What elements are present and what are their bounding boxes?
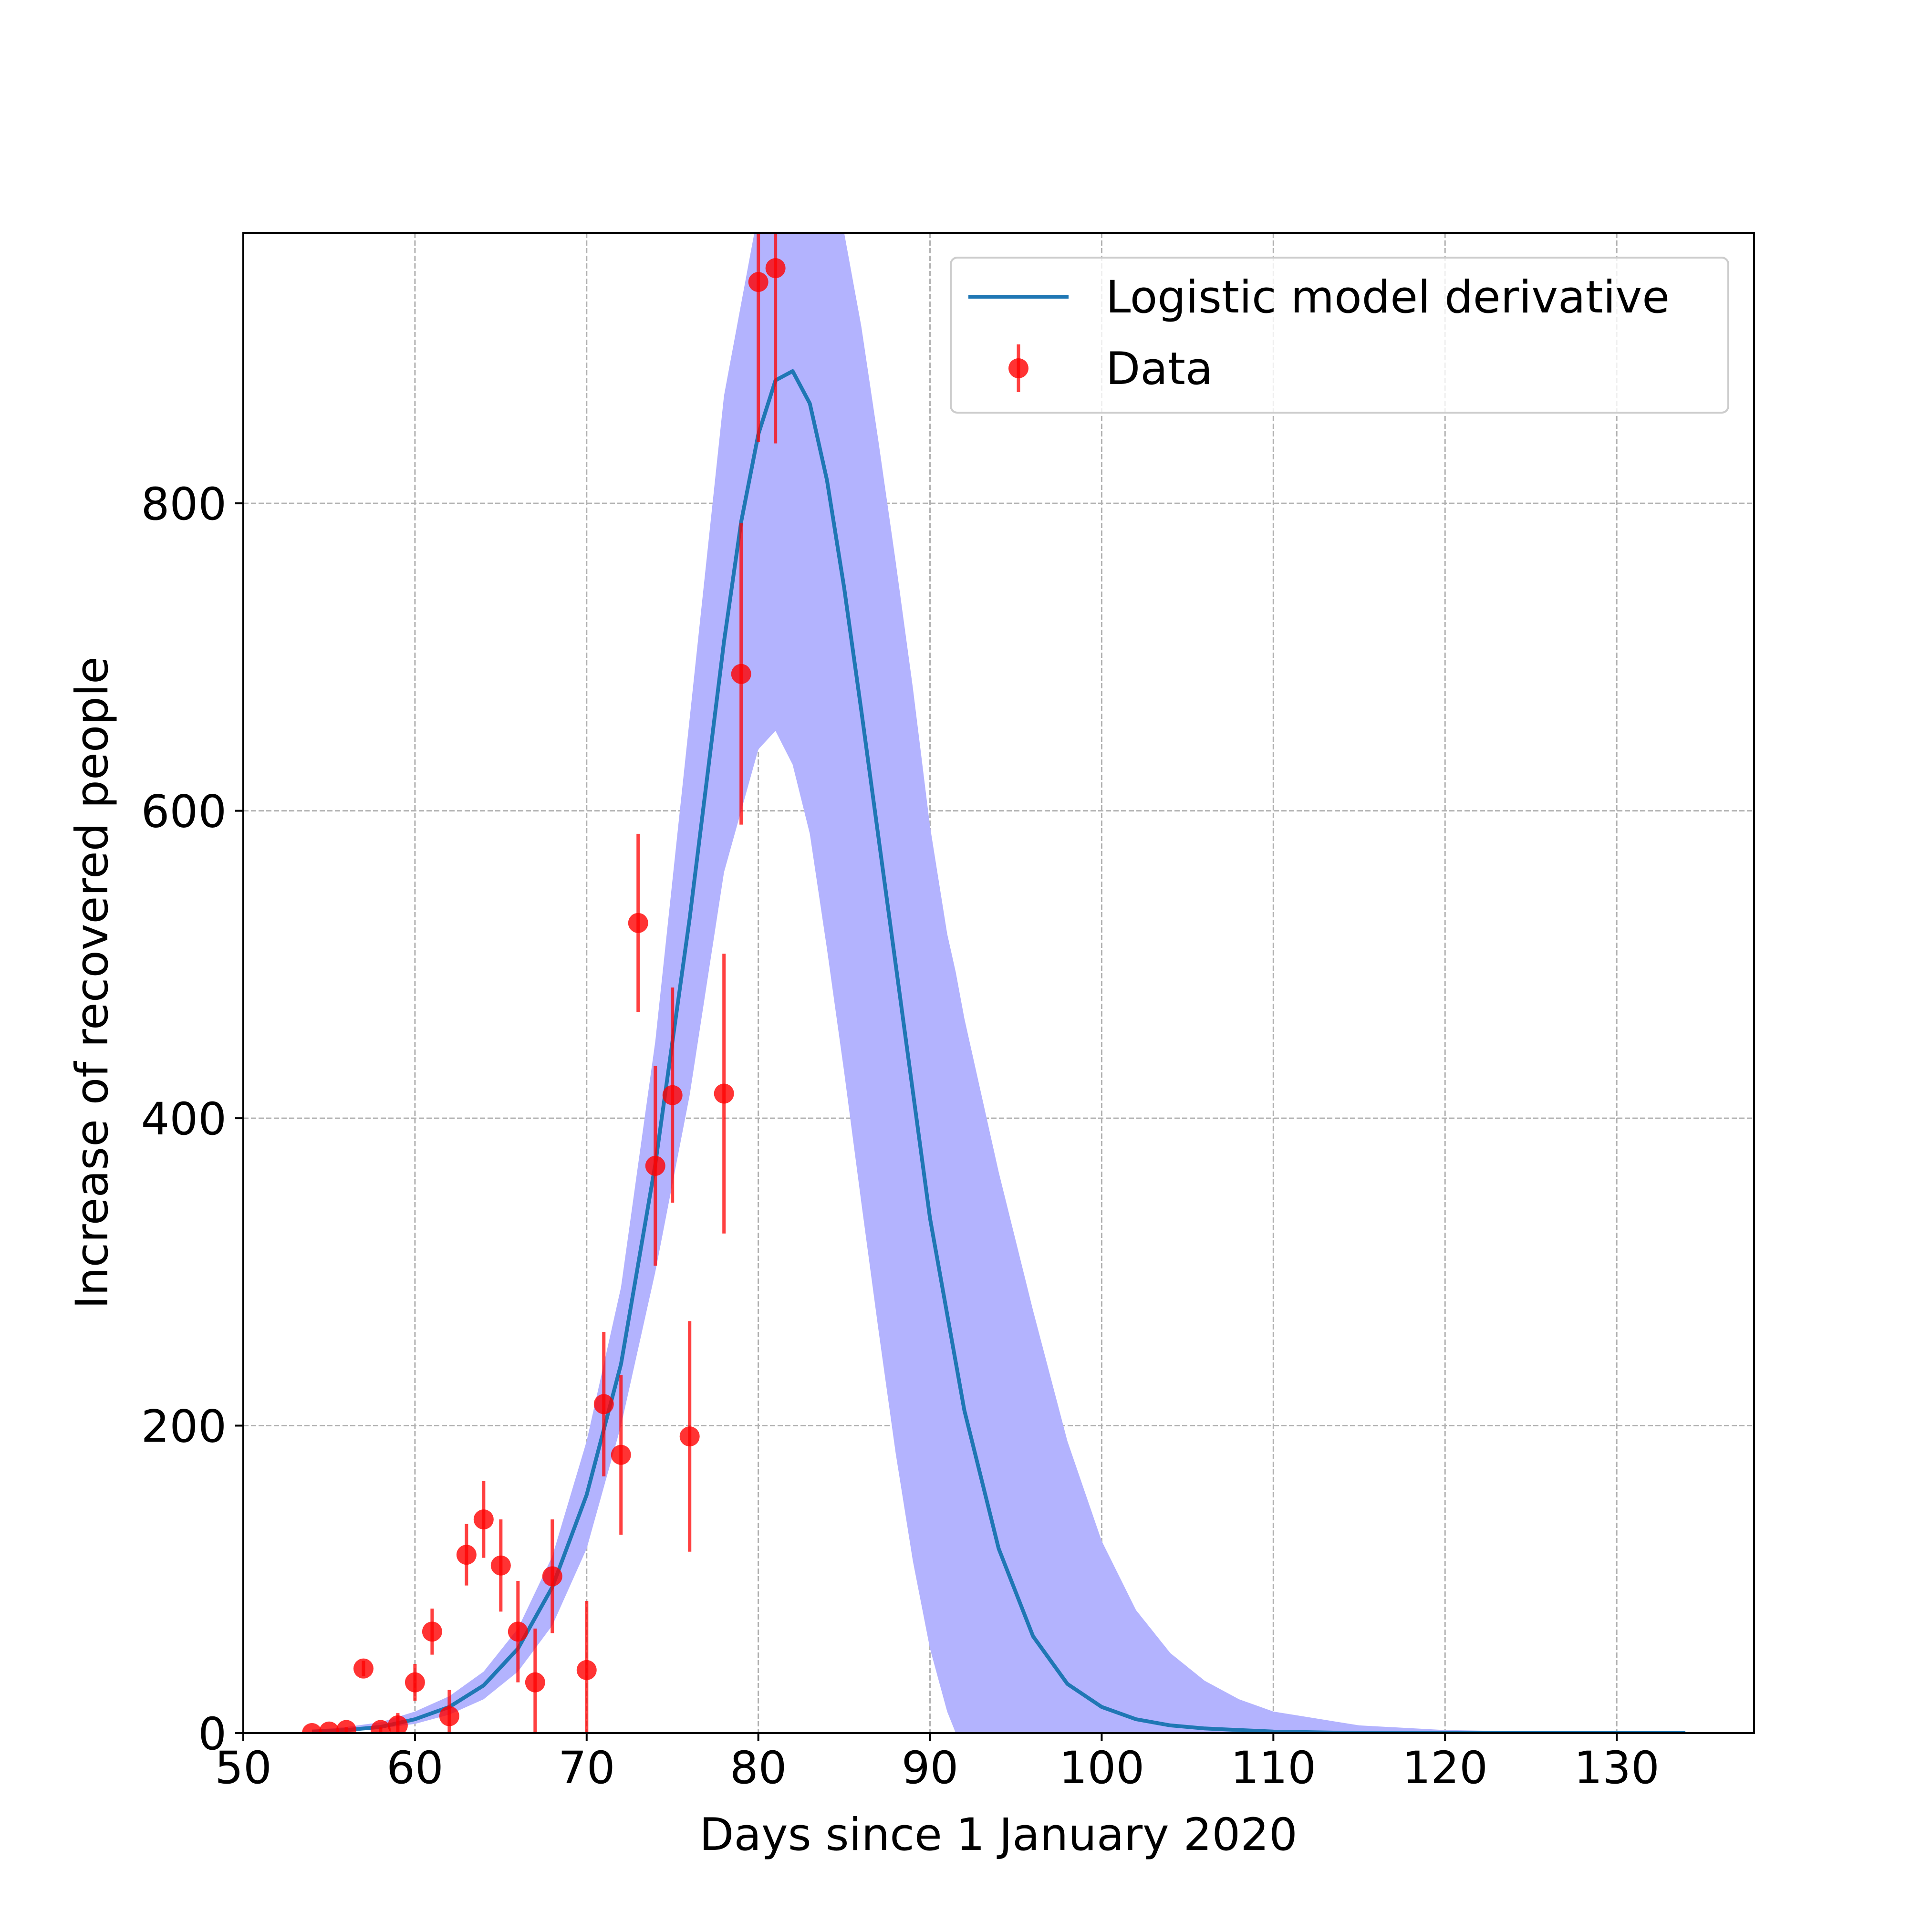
x-tick-label: 70 [558,1742,615,1794]
data-point [662,987,683,1203]
data-marker [662,1085,683,1105]
data-point [765,233,786,444]
data-marker [301,1723,322,1733]
x-tick-label: 110 [1231,1742,1316,1794]
x-tick-label: 90 [902,1742,959,1794]
y-tick-label: 0 [198,1708,227,1760]
legend-box [950,257,1729,414]
x-tick-label: 120 [1402,1742,1487,1794]
data-point [714,954,734,1234]
data-point [731,523,751,825]
data-marker [748,272,769,292]
y-tick-label: 400 [141,1093,227,1145]
data-point [353,1658,374,1679]
data-marker [508,1621,528,1642]
data-marker [336,1720,356,1733]
data-marker [714,1083,734,1104]
y-axis-label: Increase of recovered people [66,656,118,1309]
data-marker [473,1509,494,1530]
data-point [576,1600,597,1733]
data-marker [387,1715,408,1733]
data-marker [542,1566,562,1587]
y-axis: 0 200 400 600 800 [141,478,243,1760]
data-marker [422,1621,442,1642]
legend-label-data: Data [1106,343,1213,395]
data-marker [439,1706,459,1726]
points-layer [301,233,786,1733]
legend-label-model: Logistic model derivative [1106,271,1670,323]
data-marker [628,913,648,933]
data-point [387,1713,408,1733]
band-layer [312,233,1685,1733]
data-point [336,1720,356,1733]
data-marker [456,1545,477,1565]
data-marker [611,1444,631,1465]
data-marker [765,258,786,279]
data-marker [593,1394,614,1414]
data-marker [679,1426,700,1447]
data-point [405,1663,425,1701]
data-point [748,233,769,442]
data-point [611,1375,631,1535]
legend-point-swatch [1008,358,1028,378]
data-point [628,833,648,1012]
data-point [679,1321,700,1552]
x-tick-label: 130 [1574,1742,1659,1794]
data-marker [490,1555,511,1576]
data-point [473,1481,494,1558]
x-tick-label: 50 [215,1742,272,1794]
data-point [301,1723,322,1733]
data-point [542,1519,562,1633]
data-marker [370,1720,391,1733]
data-point [508,1580,528,1683]
y-tick-label: 600 [141,786,227,838]
x-tick-label: 80 [730,1742,787,1794]
data-point [593,1331,614,1476]
x-tick-label: 60 [386,1742,444,1794]
data-marker [731,664,751,684]
data-point [439,1690,459,1733]
legend: Logistic model derivative Data [950,257,1729,414]
data-marker [405,1672,425,1693]
data-marker [353,1658,374,1679]
data-point [319,1721,339,1733]
x-axis: 50 60 70 80 90 100 110 120 130 [215,1733,1660,1794]
data-point [370,1720,391,1733]
y-tick-label: 800 [141,478,227,530]
data-point [422,1608,442,1655]
data-marker [319,1721,339,1733]
uncertainty-band [312,233,1685,1733]
data-marker [576,1660,597,1680]
data-point [525,1628,545,1733]
data-marker [525,1672,545,1693]
data-point [456,1524,477,1586]
x-axis-label: Days since 1 January 2020 [699,1809,1298,1861]
data-point [490,1519,511,1612]
y-tick-label: 200 [141,1401,227,1453]
data-point [645,1066,665,1266]
data-marker [645,1155,665,1176]
x-tick-label: 100 [1059,1742,1144,1794]
plot-frame [242,232,1755,1734]
